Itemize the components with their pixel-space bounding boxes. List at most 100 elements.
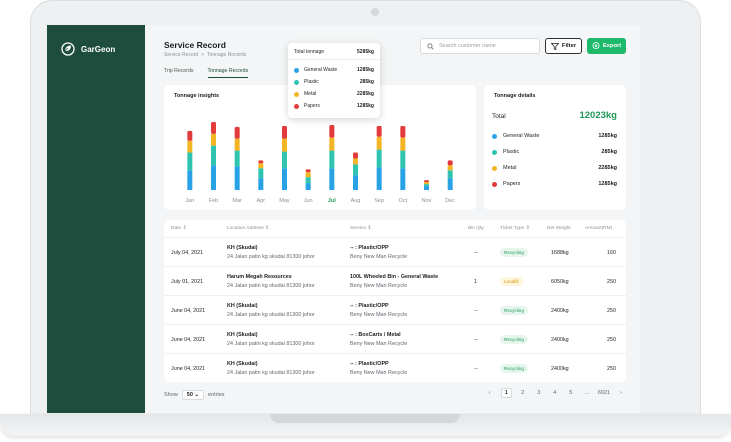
sidebar: GarGeon: [47, 25, 145, 413]
bar-jun-plastic[interactable]: [305, 177, 311, 184]
bar-mar-metal[interactable]: [234, 138, 240, 151]
tooltip-label: General Waste: [304, 67, 338, 73]
page-button[interactable]: 6921: [597, 390, 610, 396]
search-input[interactable]: Search customer name: [420, 38, 540, 54]
bar-oct-metal[interactable]: [400, 137, 406, 151]
bar-feb-plastic[interactable]: [211, 145, 216, 166]
bar-feb-metal[interactable]: [211, 133, 216, 146]
bar-jul-metal[interactable]: [329, 137, 335, 151]
column-header-bin-qty[interactable]: Bin Qty: [468, 226, 484, 231]
x-tick-label: Dec: [445, 198, 455, 204]
bar-mar-plastic[interactable]: [234, 150, 240, 167]
row-provider: Beny New Man Recycle: [350, 341, 408, 347]
tooltip-total-value: 5285kg: [357, 49, 374, 55]
bar-nov-papers[interactable]: [424, 180, 429, 183]
bar-jun-metal[interactable]: [305, 172, 311, 178]
column-header-amount[interactable]: Amount(RM): [585, 226, 613, 231]
bar-apr-general-waste[interactable]: [258, 178, 264, 190]
filter-button[interactable]: Filter: [545, 38, 582, 54]
bar-jan-papers[interactable]: [187, 130, 193, 141]
bar-sep-papers[interactable]: [376, 125, 382, 137]
bar-jan-general-waste[interactable]: [187, 170, 193, 190]
row-location-name: KH (Skudai): [227, 245, 258, 251]
breadcrumb-item-service-record[interactable]: Service Record: [164, 52, 199, 58]
bar-may-plastic[interactable]: [282, 151, 287, 169]
tabs: Trip Records Tonnage Records: [164, 68, 249, 78]
x-tick-label: May: [279, 198, 290, 204]
row-address: 24 Jalan patin kg skudai 81300 johor: [227, 254, 315, 260]
page-button[interactable]: 5: [569, 390, 573, 396]
page-size-select[interactable]: 50 ⌄: [181, 390, 205, 400]
bar-may-general-waste[interactable]: [282, 168, 287, 190]
bar-jul-papers[interactable]: [329, 124, 335, 138]
export-button[interactable]: Export: [587, 38, 626, 54]
bar-jul-plastic[interactable]: [329, 150, 335, 169]
column-header-location[interactable]: Location Address ⇕: [227, 226, 270, 231]
bar-nov-plastic[interactable]: [424, 184, 429, 187]
row-location-name: KH (Skudai): [227, 332, 258, 338]
bar-aug-plastic[interactable]: [353, 164, 358, 176]
bar-apr-papers[interactable]: [258, 160, 264, 164]
page-button[interactable]: 4: [553, 390, 557, 396]
bar-nov-general-waste[interactable]: [424, 186, 429, 190]
bar-nov-metal[interactable]: [424, 182, 429, 185]
bar-sep-metal[interactable]: [376, 136, 382, 150]
prev-page-icon[interactable]: ‹: [488, 390, 491, 396]
bar-oct-papers[interactable]: [400, 125, 406, 138]
bar-apr-plastic[interactable]: [258, 168, 264, 179]
row-bin-qty: 1: [474, 278, 477, 285]
x-tick-label: Jan: [185, 198, 194, 204]
bar-jan-metal[interactable]: [187, 140, 193, 153]
table-row[interactable]: June 04, 2021 KH (Skudai) 24 Jalan patin …: [164, 295, 626, 324]
details-row: Papers 1285kg: [492, 181, 617, 187]
column-header-net-weight[interactable]: Net Weight: [547, 226, 571, 231]
bar-dec-plastic[interactable]: [447, 170, 453, 179]
table-row[interactable]: July 01, 2021 Harum Megah Resources 24 Ja…: [164, 266, 626, 295]
bar-may-papers[interactable]: [282, 125, 287, 139]
row-weight: 2400kg: [551, 336, 569, 343]
bar-jun-general-waste[interactable]: [305, 183, 311, 190]
brand-logo[interactable]: GarGeon: [61, 42, 115, 56]
bar-feb-general-waste[interactable]: [211, 165, 216, 190]
table-row[interactable]: June 04, 2021 KH (Skudai) 24 Jalan patin …: [164, 353, 626, 382]
bar-dec-metal[interactable]: [447, 165, 453, 171]
row-date: June 04, 2021: [171, 307, 206, 314]
bar-apr-metal[interactable]: [258, 163, 264, 169]
bar-jul-general-waste[interactable]: [329, 168, 335, 190]
next-page-icon[interactable]: ›: [620, 390, 622, 396]
bar-jun-papers[interactable]: [305, 169, 311, 173]
row-weight: 2400kg: [551, 365, 569, 372]
column-header-date[interactable]: Date ⇕: [171, 226, 187, 231]
row-date: July 04, 2021: [171, 249, 204, 256]
bar-jan-plastic[interactable]: [187, 152, 193, 171]
bar-dec-general-waste[interactable]: [447, 178, 453, 190]
bar-dec-papers[interactable]: [447, 160, 453, 166]
page-button[interactable]: 2: [521, 390, 525, 396]
bar-oct-plastic[interactable]: [400, 150, 406, 169]
main-content: Service Record Service Record > Tonnage …: [145, 25, 640, 413]
x-tick-label: Aug: [351, 198, 361, 204]
bar-sep-plastic[interactable]: [376, 149, 382, 168]
tab-tonnage-records[interactable]: Tonnage Records: [207, 68, 249, 78]
app-screen: GarGeon Service Record Service Record > …: [47, 25, 640, 413]
breadcrumb-item-tonnage-records[interactable]: Tonnage Records: [207, 52, 247, 58]
bar-aug-general-waste[interactable]: [353, 175, 358, 190]
row-amount: 250: [607, 278, 616, 285]
column-header-service[interactable]: Service ⇕: [350, 226, 372, 231]
bar-oct-general-waste[interactable]: [400, 168, 406, 190]
page-button[interactable]: 3: [537, 390, 541, 396]
column-header-ticket-type[interactable]: Ticket Type ⇕: [500, 226, 530, 231]
bar-may-metal[interactable]: [282, 138, 287, 152]
bar-aug-papers[interactable]: [353, 152, 358, 159]
bar-mar-papers[interactable]: [234, 126, 240, 139]
table-row[interactable]: June 04, 2021 KH (Skudai) 24 Jalan patin …: [164, 324, 626, 353]
tab-trip-records[interactable]: Trip Records: [164, 68, 194, 74]
bar-feb-papers[interactable]: [211, 122, 216, 134]
table-row[interactable]: July 04, 2021 KH (Skudai) 24 Jalan patin …: [164, 237, 626, 266]
bar-sep-general-waste[interactable]: [376, 167, 382, 190]
details-label: Metal: [503, 165, 517, 171]
page-button[interactable]: 1: [500, 388, 512, 398]
bar-mar-general-waste[interactable]: [234, 166, 240, 190]
bar-aug-metal[interactable]: [353, 158, 358, 165]
leaf-logo-icon: [61, 42, 75, 56]
